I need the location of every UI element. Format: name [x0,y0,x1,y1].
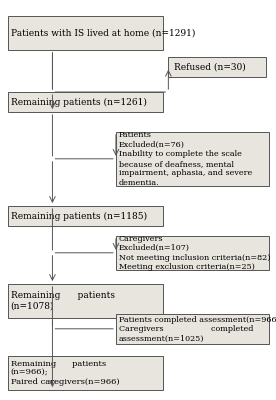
FancyBboxPatch shape [8,284,163,318]
Text: Patients completed assessment(n=966)
Caregivers                   completed
asse: Patients completed assessment(n=966) Car… [119,316,276,342]
FancyBboxPatch shape [8,206,163,226]
Text: Caregivers
Excluded(n=107)
Not meeting inclusion criteria(n=82)
Meeting exclusio: Caregivers Excluded(n=107) Not meeting i… [119,235,270,271]
Text: Remaining patients (n=1185): Remaining patients (n=1185) [10,212,147,220]
Text: Refused (n=30): Refused (n=30) [174,62,246,71]
FancyBboxPatch shape [116,236,269,270]
Text: Patients
Excluded(n=76)
Inability to complete the scale
because of deafness, men: Patients Excluded(n=76) Inability to com… [119,131,252,187]
Text: Remaining      patients
(n=1078): Remaining patients (n=1078) [10,291,115,311]
FancyBboxPatch shape [8,92,163,112]
FancyBboxPatch shape [8,16,163,50]
Text: Patients with IS lived at home (n=1291): Patients with IS lived at home (n=1291) [10,28,195,38]
FancyBboxPatch shape [116,314,269,344]
FancyBboxPatch shape [168,57,266,77]
Text: Remaining      patients
(n=966);
Paired caregivers(n=966): Remaining patients (n=966); Paired careg… [10,360,119,386]
Text: Remaining patients (n=1261): Remaining patients (n=1261) [10,98,147,106]
FancyBboxPatch shape [8,356,163,390]
FancyBboxPatch shape [116,132,269,186]
